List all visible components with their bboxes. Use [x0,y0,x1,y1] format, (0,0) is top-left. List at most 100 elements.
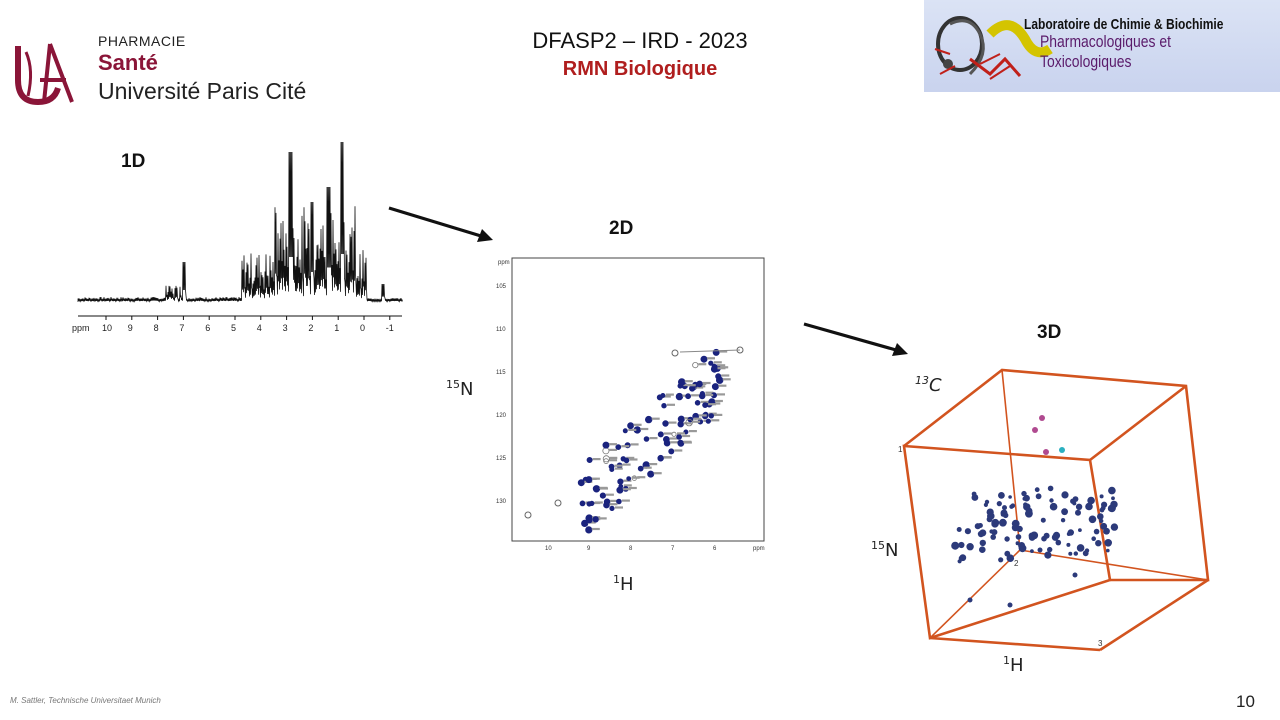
page-number: 10 [1236,692,1255,711]
spectrum-2d-frame [511,257,765,542]
spectrum-2d-peak-label-mark [670,441,679,444]
spectrum-3d-peak [1008,495,1012,499]
axis-3d-z-label: 13C [915,374,942,396]
spectrum-2d-peak-label-mark [692,420,701,423]
spectrum-3d-peak [1000,509,1008,517]
spectrum-3d-peak [1099,518,1104,524]
cube-corner-2: 2 [1014,559,1019,568]
spectrum-2d-peak-label-mark [621,445,630,448]
spectrum-2d-peak [678,378,686,386]
spectrum-2d-peak-label-mark [628,486,637,490]
spectrum-2d-peak [708,413,714,419]
spectrum-2d-peak [644,415,653,424]
spectrum-3d-peak [1018,542,1026,549]
spectrum-2d-open-peak [671,349,679,357]
spectrum-2d-peak [585,516,593,524]
laboratory-logo: Laboratoire de Chimie & Biochimie Pharma… [924,0,1280,92]
logo-university-text: Université Paris Cité [98,78,307,104]
spectrum-1d-tick-label: 6 [205,323,211,333]
spectrum-2d-x-tick: 8 [629,546,633,552]
spectrum-1d-tick-label: -1 [385,323,394,333]
spectrum-3d-peak [1103,527,1110,535]
slide-title-main: DFASP2 – IRD - 2023 [532,28,748,53]
spectrum-2d-y-unit: ppm [498,260,510,266]
spectrum-3d-peak [998,492,1005,499]
lab-name-line1: Laboratoire de Chimie & Biochimie [1024,16,1224,33]
spectrum-2d-peak-label-mark [663,432,672,435]
spectrum-2d-peak [694,400,701,406]
spectrum-2d-peak-label-mark [623,479,632,482]
footer-credit: M. Sattler, Technische Universitaet Muni… [10,696,161,705]
spectrum-3d-peak [1037,547,1043,553]
spectrum-3d-peak [1023,502,1028,507]
spectrum-2d-peak [710,365,719,373]
spectrum-3d-peak [1070,498,1076,504]
spectrum-2d-peak-label-mark [695,386,704,389]
spectrum-2d-peak-label-mark [598,517,607,520]
spectrum-1d-tick-label: 8 [153,323,159,333]
spectrum-2d-peak [675,392,684,401]
spectrum-3d-colored-peak [1059,447,1065,453]
spectrum-2d-peak-label-mark [668,421,677,424]
spectrum-2d-peak-label-mark [592,458,601,461]
spectrum-3d-peak [1023,494,1030,502]
spectrum-2d-peak-label-mark [615,506,623,509]
spectrum-2d-y-tick: 120 [496,413,507,419]
spectrum-2d-peak-label-mark [665,393,674,396]
spectrum-3d-peak [1097,513,1104,520]
spectrum-3d-peak [958,555,964,561]
spectrum-2d-peak-label-mark [682,434,691,438]
spectrum-3d-peak [1047,485,1054,492]
spectrum-2d-peak-label-mark [693,417,702,420]
spectrum-3d-peak [1075,509,1081,516]
spectrum-3d-peak [1030,531,1039,540]
label-3d: 3D [1037,322,1062,343]
spectrum-3d-peak [1021,490,1027,497]
spectrum-3d-peak [979,529,987,537]
spectrum-3d-peak [1034,487,1040,493]
spectrum-2d-peak-label-mark [640,427,649,431]
spectrum-3d-peak [1025,509,1033,518]
spectrum-2d-peak-label-mark [609,456,618,459]
spectrum-3d-peak [1055,539,1062,546]
cube-front-face [902,444,1112,640]
label-2d: 2D [609,218,634,239]
arrow-2d-to-3d [803,322,908,356]
spectrum-2d-peak-label-mark [698,414,707,417]
spectrum-2d-peak [585,526,593,534]
spectrum-3d-peak [1061,508,1068,516]
spectrum-3d-peak [1104,539,1112,547]
spectrum-2d-peak [626,476,632,482]
spectrum-3d-peak [991,520,999,528]
spectrum-3d-peak [1049,498,1054,503]
spectrum-2d-peak-label-mark [718,384,727,387]
spectrum-3d-peak [1004,550,1011,557]
spectrum-2d-peak [615,444,622,451]
spectrum-2d-peak [660,392,666,398]
spectrum-3d-peak [1091,536,1096,541]
spectrum-3d-peak [999,518,1007,527]
spectrum-2d-connector [679,349,741,353]
spectrum-1d-tick-label: 7 [179,323,185,333]
spectrum-2d-peak-label-mark [631,476,640,479]
spectrum-3d-peak [1066,532,1071,536]
spectrum-2d: 10 9 8 7 6 ppm ppm 105 110 115 120 125 130 [496,257,765,552]
spectrum-2d-peak [603,501,610,509]
spectrum-2d-peak-label-mark [629,458,638,461]
axis-3d-x-label: 1H [1003,654,1024,676]
spectrum-1d-tick-label: 9 [127,323,133,333]
spectrum-2d-peak [637,465,644,472]
spectrum-3d-peak [1099,494,1104,499]
axis-3d-y-label: 15N [871,539,899,561]
spectrum-2d-peak-label-mark [621,499,630,502]
spectrum-3d-peak [987,512,995,520]
spectrum-2d-peak-label-mark [614,467,623,470]
spectrum-3d-peak [1087,496,1095,505]
spectrum-2d-peak-label-mark [684,380,693,383]
spectrum-2d-peak [661,402,667,409]
spectrum-2d-y-tick: 105 [496,284,507,290]
spectrum-2d-peak [671,431,677,437]
spectrum-1d-tick-label: 1 [334,323,340,333]
spectrum-3d-peak [1004,536,1010,542]
spectrum-3d-peak [990,534,996,540]
